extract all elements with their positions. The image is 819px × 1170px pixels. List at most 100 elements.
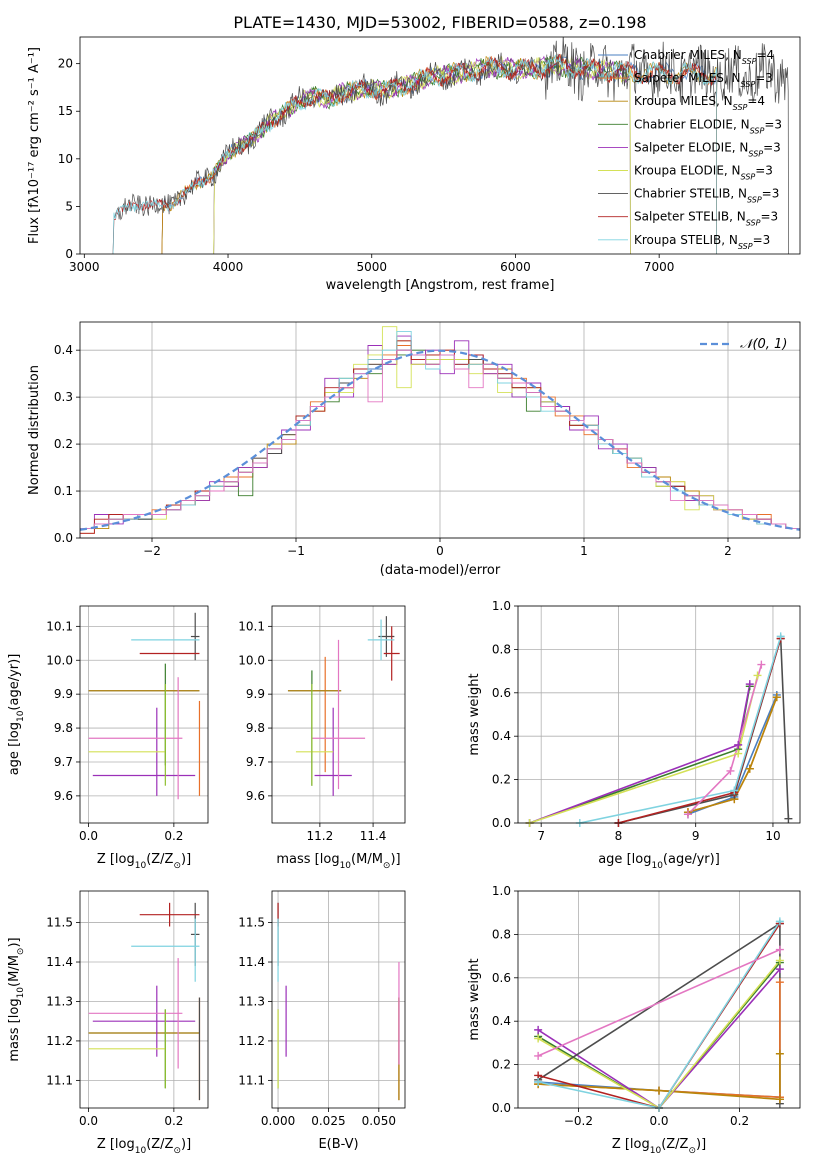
x-tick-label: 0.050 [362,1114,396,1128]
weight-marker-kroupa_stelib [730,786,739,795]
x-axis-label-part: (age/yr)] [663,852,720,867]
x-tick-label: 0.025 [311,1114,345,1128]
legend-label-sub: SSP [750,126,765,135]
x-tick-label: 11.4 [360,829,387,843]
x-tick-label: 2 [724,544,732,558]
spectrum-line-kroupa_elodie [213,55,631,254]
legend-label: Salpeter MILES, NSSP=3 [634,71,773,89]
x-axis-label-part: 10 [651,861,663,871]
y-tick-label: 0.1 [54,484,73,498]
axes-frame [79,321,801,539]
weight-marker-kroupa_miles [775,1095,784,1104]
weight-line-pink [537,948,781,1057]
y-tick-label: 5 [65,199,73,213]
y-tick-label: 9.7 [246,755,265,769]
weight-marker-kroupa_miles [772,693,781,702]
x-tick-label: 4000 [213,260,244,274]
y-tick-label: 11.3 [238,994,265,1008]
y-tick-label: 15 [58,104,73,118]
x-tick-label: 0.0 [79,1114,98,1128]
x-axis-label: (data-model)/error [380,563,501,578]
y-tick-label: 0.6 [492,971,511,985]
panel-spectrum: 3000 4000 5000 6000 7000 0 5 10 15 20 wavelength [… [27,36,801,293]
x-axis-label: Z [log10(Z/Z⊙)] [612,1137,706,1156]
x-axis-label-part: )] [181,1137,191,1152]
x-axis-label-part: mass [log [276,852,339,867]
axes-frame [517,605,801,824]
x-axis-label-part: (Z/Z [146,1137,173,1152]
spectrum-line-salpeter_stelib [112,53,717,254]
axes-frame [79,890,209,1109]
spectrum-line-chabrier_stelib [112,37,789,254]
legend-label: Kroupa MILES, NSSP=4 [634,94,765,112]
y-tick-label: 1.0 [492,884,511,898]
legend-label-text: Salpeter ELODIE, N [634,140,748,154]
weight-marker-kroupa_stelib [776,632,785,641]
legend-label-value: =3 [764,117,782,131]
legend-label-value: =3 [755,71,773,85]
panel-mass_vs_Z: 0.0 0.211.111.211.311.411.5Z [log10(Z/Z⊙)… [7,890,209,1156]
x-tick-label: −0.2 [564,1114,593,1128]
y-tick-label: 10.1 [46,619,73,633]
y-tick-label: 9.9 [54,687,73,701]
legend-label-text: Chabrier MILES, N [634,48,742,62]
panel-mass_weight_vs_Z: −0.2 0.0 0.2 0.0 0.2 0.4 0.6 0.8 1.0 Z [log10(Z/Z… [467,884,801,1156]
legend-label-text: Kroupa STELIB, N [634,233,738,247]
x-axis-label-part: Z [log [612,1137,650,1152]
weight-line-kroupa_miles [687,696,778,813]
legend-label-value: =3 [753,233,771,247]
x-axis-label-part: 10 [650,1146,662,1156]
legend-label-value: =4 [756,48,774,62]
panel-mass_vs_ebv: 0.000 0.025 0.050 11.1 11.2 11.3 11.4 11.5 E(B-V… [238,890,406,1152]
weight-marker-pink [775,945,784,954]
legend-label-sub: SSP [747,195,762,204]
x-axis-label: E(B-V) [318,1137,358,1152]
weight-line-salpeter_stelib [618,638,782,823]
legend-label-sub: SSP [741,172,756,181]
x-axis-label-part: )] [181,852,191,867]
weight-marker-chabrier_stelib [784,814,793,823]
x-axis-label-part: ⊙ [383,861,391,871]
plot-area [112,37,789,254]
plot-area [80,326,800,538]
histogram-pink [80,349,800,538]
y-tick-label: 9.8 [246,721,265,735]
y-tick-label: 11.5 [238,916,265,930]
x-axis-label-part: Z [log [97,852,135,867]
weight-line-salpeter_elodie [529,683,751,823]
weight-marker-kroupa_elodie [775,956,784,965]
legend-label-sub: SSP [748,149,763,158]
figure-title: PLATE=1430, MJD=53002, FIBERID=0588, z=0… [233,13,646,32]
y-tick-label: 9.9 [246,687,265,701]
y-tick-label: 20 [58,57,73,71]
y-axis-label: mass [log10(M/M⊙)] [7,937,26,1061]
y-axis-label-part: age [log [7,722,22,775]
axes-frame [271,605,406,824]
weight-marker-kroupa_miles [745,764,754,773]
y-tick-label: 11.5 [46,916,73,930]
x-axis-label: Z [log10(Z/Z⊙)] [97,1137,191,1156]
x-axis-label: wavelength [Angstrom, rest frame] [326,278,555,293]
y-axis-label: age [log10(age/yr)] [7,654,26,776]
y-axis-label-part: 10 [16,987,26,999]
y-tick-label: 11.2 [238,1034,265,1048]
y-tick-label: 11.2 [46,1034,73,1048]
weight-line-kroupa_elodie [537,959,781,1108]
y-tick-label: 0.0 [492,816,511,830]
legend-label-value: =3 [762,187,780,201]
y-axis-label: mass weight [467,958,482,1040]
x-axis-label: age [log10(age/yr)] [598,852,720,871]
x-tick-label: 0.000 [261,1114,295,1128]
plot-area [277,902,400,1101]
y-tick-label: 0.4 [492,729,511,743]
x-tick-label: 6000 [500,260,531,274]
weight-marker-salpeter_elodie [734,740,743,749]
y-axis-label-part: 10 [16,710,26,722]
y-tick-label: 11.4 [238,955,265,969]
legend-label: Chabrier ELODIE, NSSP=3 [634,117,782,135]
x-axis-label-part: 10 [135,1146,147,1156]
y-axis-label: mass weight [467,673,482,755]
weight-line-kroupa_stelib [537,920,781,1108]
plot-area [88,612,201,800]
